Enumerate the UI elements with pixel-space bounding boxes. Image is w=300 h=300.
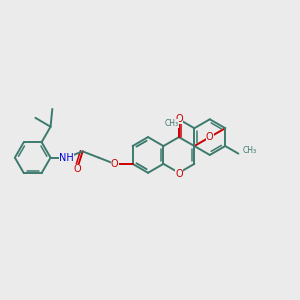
Text: O: O [175, 169, 183, 179]
Text: O: O [206, 132, 214, 142]
Text: CH₃: CH₃ [242, 146, 256, 155]
Text: CH₃: CH₃ [165, 119, 179, 128]
Text: O: O [74, 164, 81, 174]
Text: O: O [111, 159, 118, 169]
Text: NH: NH [59, 153, 74, 163]
Text: O: O [175, 114, 183, 124]
